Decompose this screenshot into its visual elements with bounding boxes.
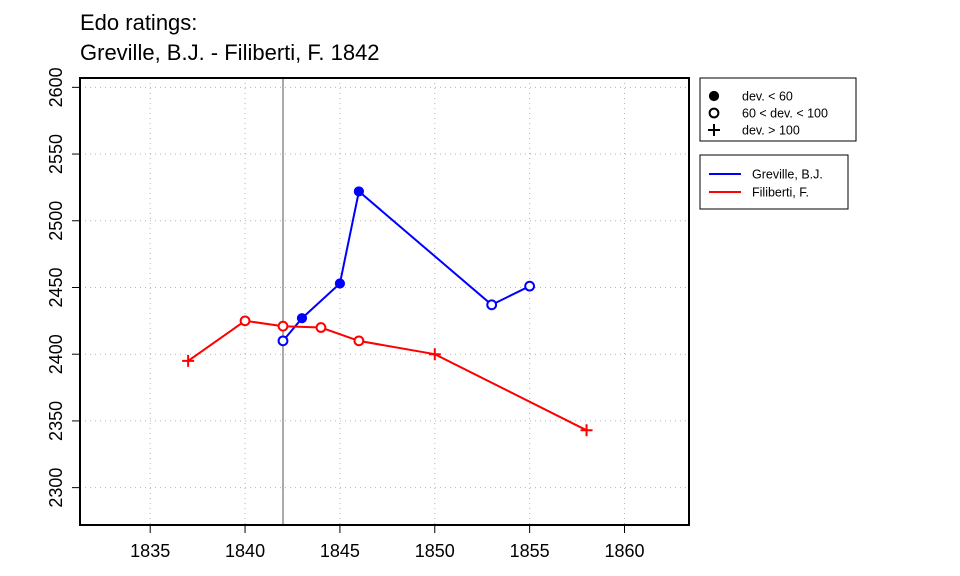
series-line-0 [282,189,531,342]
y-tick-label: 2600 [46,67,66,107]
data-point [296,313,308,324]
data-point [239,315,251,327]
data-point [277,335,289,347]
x-tick-label: 1855 [510,541,550,561]
legend-marker-label: dev. < 60 [742,90,793,104]
data-point [277,320,289,332]
data-point [315,322,327,333]
chart-subtitle: Greville, B.J. - Filiberti, F. 1842 [80,40,380,65]
y-tick-label: 2400 [46,334,66,374]
grid [80,78,689,525]
data-point [580,424,593,437]
y-tick-label: 2300 [46,468,66,508]
data-point [182,354,195,367]
axes: 1835 1840 1845 1850 1855 1860 2300 2350 2400 2450… [46,67,645,561]
legend-symbol [708,124,720,136]
series-legend-box [699,154,849,210]
data-point [353,335,365,347]
data-point [486,299,498,311]
series-line-1 [187,319,588,432]
legend-marker-label: 60 < dev. < 100 [742,107,828,121]
legend-series-label: Filiberti, F. [752,186,809,200]
y-tick-label: 2450 [46,267,66,307]
x-tick-label: 1860 [604,541,644,561]
y-tick-label: 2350 [46,401,66,441]
series [182,186,593,437]
plot-frame [79,77,690,526]
legend-marker-label: dev. > 100 [742,124,800,138]
data-point [353,186,364,197]
data-point [334,278,346,289]
data-point [428,348,441,361]
x-tick-label: 1840 [225,541,265,561]
legend-series-label: Greville, B.J. [752,168,823,182]
legend-symbol [708,107,720,119]
data-point [524,280,536,292]
x-tick-label: 1850 [415,541,455,561]
x-tick-label: 1845 [320,541,360,561]
legend: dev. < 60 60 < dev. < 100 dev. > 100 Grevil… [699,77,857,210]
x-tick-label: 1835 [130,541,170,561]
y-tick-label: 2550 [46,134,66,174]
marker-legend-box [699,77,857,142]
chart-title: Edo ratings: [80,10,197,35]
y-tick-label: 2500 [46,201,66,241]
legend-symbol [708,90,720,102]
